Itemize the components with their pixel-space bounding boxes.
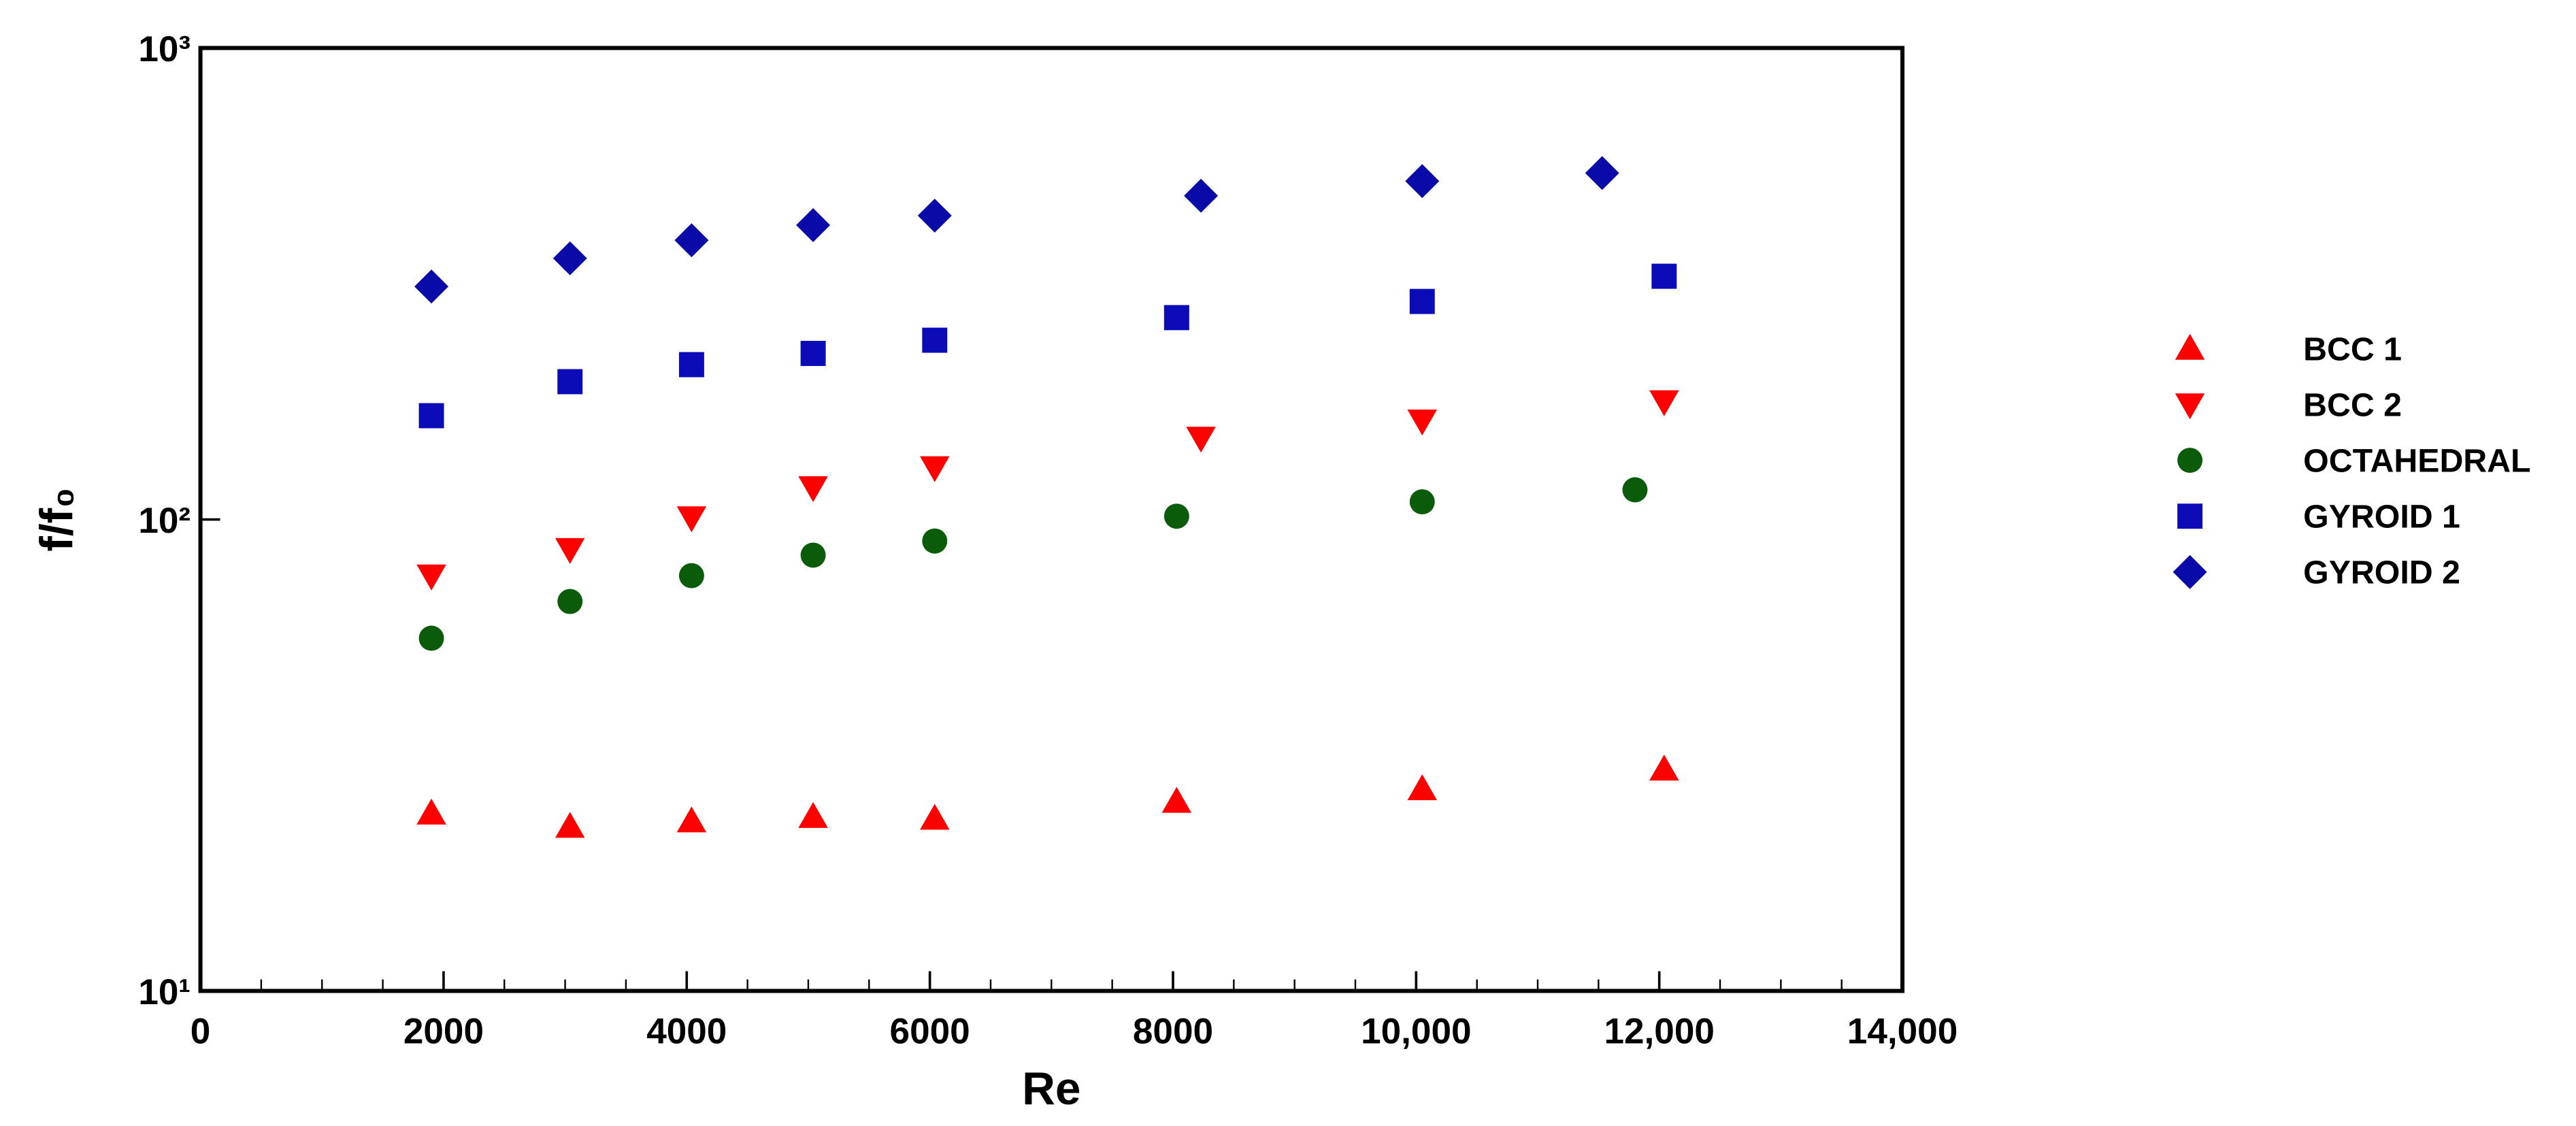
point — [1407, 410, 1437, 436]
point — [1163, 305, 1189, 331]
point — [796, 208, 831, 242]
point — [1651, 263, 1677, 289]
point — [1186, 427, 1216, 453]
point — [1409, 489, 1435, 515]
x-tick-label: 14,000 — [1847, 1012, 1958, 1052]
point — [416, 564, 446, 591]
x-tick-label: 4000 — [646, 1012, 727, 1052]
point — [414, 269, 449, 304]
point — [922, 327, 948, 353]
legend-marker — [2177, 503, 2203, 529]
point — [1409, 288, 1435, 314]
legend-label: GYROID 1 — [2303, 499, 2460, 535]
point — [920, 804, 950, 830]
legend-label: BCC 1 — [2303, 331, 2402, 367]
x-tick-label: 8000 — [1133, 1012, 1213, 1052]
legend-label: OCTAHEDRAL — [2303, 442, 2530, 479]
y-axis-label: f/f₀ — [31, 487, 82, 551]
point — [1163, 503, 1189, 529]
y-tick-label: 10² — [138, 501, 191, 541]
y-tick-label: 10³ — [138, 29, 191, 69]
point — [416, 798, 446, 825]
legend-marker — [2175, 393, 2205, 420]
point — [917, 198, 952, 233]
x-tick-label: 0 — [191, 1012, 211, 1052]
point — [1649, 755, 1679, 781]
point — [676, 506, 707, 533]
point — [674, 223, 709, 258]
point — [1407, 774, 1437, 801]
point — [552, 241, 587, 276]
x-tick-label: 12,000 — [1604, 1012, 1714, 1052]
point — [1161, 786, 1192, 813]
point — [1405, 164, 1440, 199]
point — [922, 528, 948, 554]
point — [800, 542, 826, 568]
x-tick-label: 2000 — [403, 1012, 484, 1052]
point — [1585, 156, 1619, 191]
legend-label: BCC 2 — [2303, 386, 2402, 423]
point — [920, 456, 950, 482]
point — [676, 806, 707, 833]
legend-label: GYROID 2 — [2303, 554, 2460, 591]
plot-frame — [198, 46, 1905, 993]
point — [1649, 390, 1679, 416]
point — [798, 801, 828, 828]
legend-marker — [2175, 333, 2205, 360]
point — [557, 589, 583, 614]
point — [418, 625, 444, 651]
x-tick-label: 6000 — [890, 1012, 970, 1052]
point — [1622, 477, 1648, 503]
point — [798, 476, 828, 502]
point — [800, 340, 826, 366]
point — [557, 369, 583, 395]
legend-marker — [2173, 554, 2207, 589]
point — [555, 812, 585, 838]
point — [678, 352, 704, 378]
point — [418, 403, 444, 429]
point — [555, 537, 585, 564]
x-axis-label: Re — [1022, 1063, 1080, 1114]
point — [1184, 178, 1219, 213]
y-tick-label: 10¹ — [138, 972, 191, 1012]
x-tick-label: 10,000 — [1361, 1012, 1471, 1052]
legend-marker — [2177, 448, 2203, 474]
point — [678, 563, 704, 589]
